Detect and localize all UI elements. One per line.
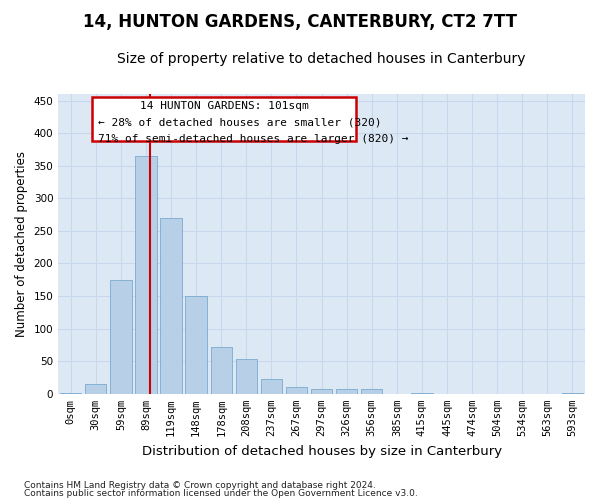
Bar: [160, 218, 182, 394]
FancyBboxPatch shape: [92, 97, 356, 140]
Bar: [286, 388, 307, 394]
Bar: [185, 296, 207, 394]
Bar: [60, 392, 82, 394]
Title: Size of property relative to detached houses in Canterbury: Size of property relative to detached ho…: [118, 52, 526, 66]
Bar: [136, 156, 157, 394]
Text: Contains public sector information licensed under the Open Government Licence v3: Contains public sector information licen…: [24, 488, 418, 498]
Bar: [236, 360, 257, 394]
Bar: [261, 380, 282, 394]
Bar: [311, 389, 332, 394]
Bar: [361, 388, 382, 394]
Bar: [85, 384, 106, 394]
Text: 71% of semi-detached houses are larger (820) →: 71% of semi-detached houses are larger (…: [98, 134, 408, 143]
Bar: [562, 392, 583, 394]
Y-axis label: Number of detached properties: Number of detached properties: [15, 151, 28, 337]
Text: Contains HM Land Registry data © Crown copyright and database right 2024.: Contains HM Land Registry data © Crown c…: [24, 481, 376, 490]
X-axis label: Distribution of detached houses by size in Canterbury: Distribution of detached houses by size …: [142, 444, 502, 458]
Text: 14, HUNTON GARDENS, CANTERBURY, CT2 7TT: 14, HUNTON GARDENS, CANTERBURY, CT2 7TT: [83, 12, 517, 30]
Bar: [336, 389, 358, 394]
Bar: [110, 280, 131, 394]
Text: 14 HUNTON GARDENS: 101sqm: 14 HUNTON GARDENS: 101sqm: [140, 100, 308, 110]
Bar: [411, 392, 433, 394]
Text: ← 28% of detached houses are smaller (320): ← 28% of detached houses are smaller (32…: [98, 117, 381, 127]
Bar: [211, 347, 232, 394]
